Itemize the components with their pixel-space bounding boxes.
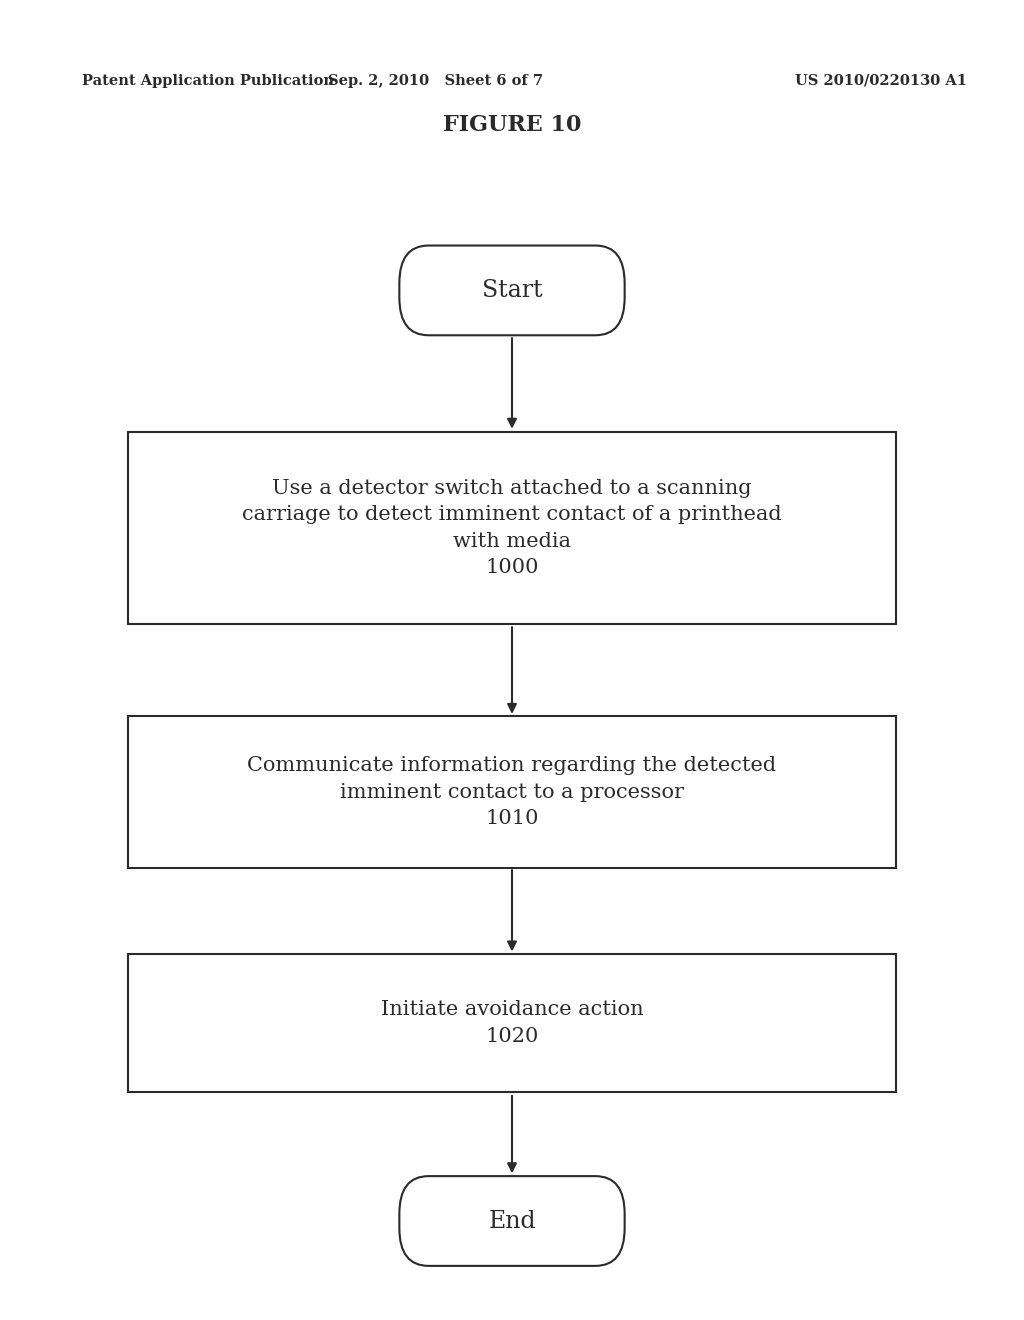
Bar [128, 715, 896, 869]
Text: FIGURE 10: FIGURE 10 [442, 115, 582, 136]
Text: US 2010/0220130 A1: US 2010/0220130 A1 [795, 74, 967, 87]
Text: Patent Application Publication: Patent Application Publication [82, 74, 334, 87]
FancyBboxPatch shape [399, 246, 625, 335]
FancyBboxPatch shape [399, 1176, 625, 1266]
Text: Start: Start [481, 279, 543, 302]
Text: Communicate information regarding the detected
imminent contact to a processor
1: Communicate information regarding the de… [248, 756, 776, 828]
Text: End: End [488, 1209, 536, 1233]
Text: Use a detector switch attached to a scanning
carriage to detect imminent contact: Use a detector switch attached to a scan… [243, 479, 781, 577]
Text: Sep. 2, 2010   Sheet 6 of 7: Sep. 2, 2010 Sheet 6 of 7 [328, 74, 543, 87]
Text: Initiate avoidance action
1020: Initiate avoidance action 1020 [381, 1001, 643, 1045]
Bar [128, 433, 896, 624]
Bar [128, 953, 896, 1093]
